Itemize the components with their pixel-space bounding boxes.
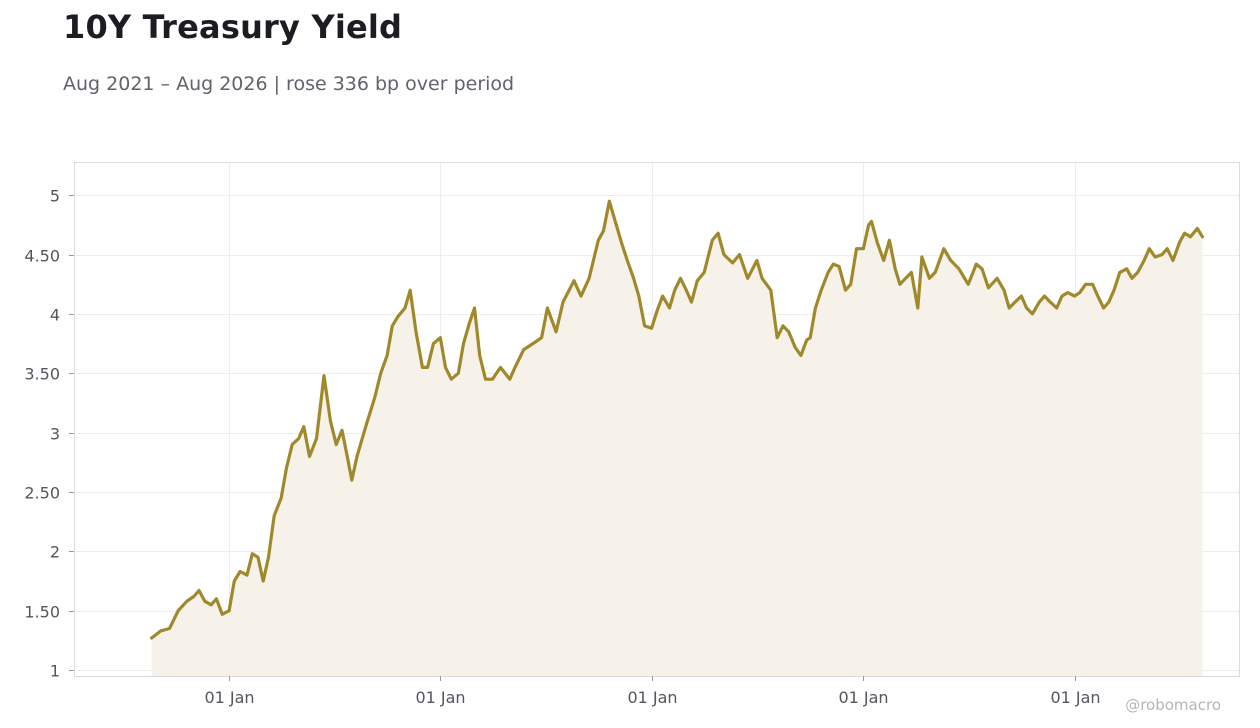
y-tick-label: 1	[50, 662, 60, 681]
plot-frame	[74, 162, 1240, 677]
y-axis: 1 1.50 2 2.50 3 3.50 4 4.50 5	[24, 187, 74, 681]
y-tick-label: 2	[50, 543, 60, 562]
x-tick-label: 01 Jan	[415, 688, 465, 707]
x-tick-label: 01 Jan	[838, 688, 888, 707]
y-tick-label: 5	[50, 187, 60, 206]
y-tick-label: 4.50	[24, 247, 60, 266]
y-tick-label: 2.50	[24, 484, 60, 503]
area-fill	[151, 201, 1203, 676]
x-tick-label: 01 Jan	[1050, 688, 1100, 707]
x-tick-label: 01 Jan	[204, 688, 254, 707]
y-tick-label: 3.50	[24, 365, 60, 384]
y-tick-label: 4	[50, 306, 60, 325]
chart-title: 10Y Treasury Yield	[63, 8, 403, 46]
x-axis: 01 Jan 01 Jan 01 Jan 01 Jan 01 Jan	[204, 676, 1101, 707]
y-tick-label: 3	[50, 425, 60, 444]
watermark-text: @robomacro	[1125, 696, 1221, 714]
series-line	[150, 199, 1205, 640]
chart-subtitle: Aug 2021 – Aug 2026 | rose 336 bp over p…	[63, 73, 515, 95]
x-tick-label: 01 Jan	[627, 688, 677, 707]
y-tick-label: 1.50	[24, 603, 60, 622]
